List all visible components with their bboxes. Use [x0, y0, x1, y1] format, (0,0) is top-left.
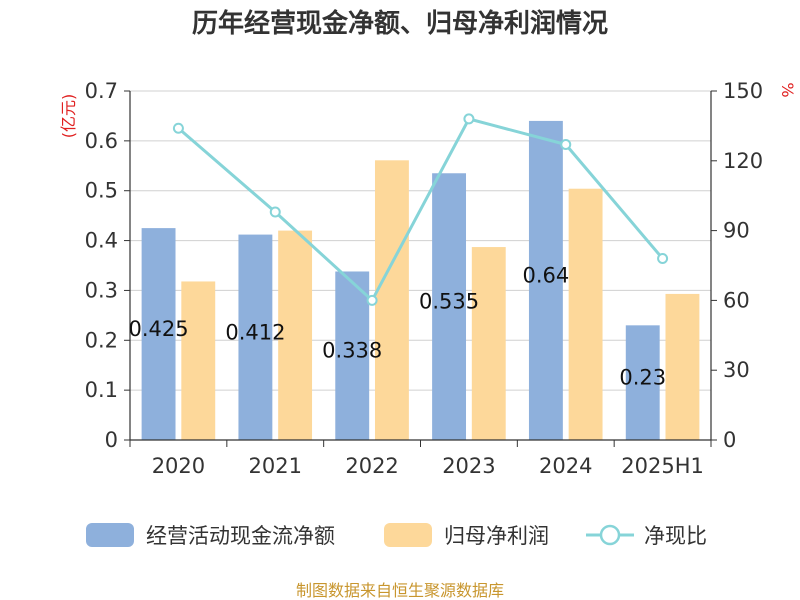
- net-profit-bar: [568, 188, 603, 440]
- data-labels: 0.425 0.412 0.338 0.535 0.64 0.23: [129, 263, 667, 389]
- right-tick-label: 30: [723, 358, 750, 382]
- legend-label-cashflow: 经营活动现金流净额: [146, 524, 335, 548]
- legend-swatch-cashflow: [86, 523, 134, 547]
- legend-label-ratio: 净现比: [644, 524, 707, 548]
- left-tick-label: 0.6: [85, 129, 118, 153]
- right-tick-label: 0: [723, 428, 736, 452]
- cashflow-bar: [528, 120, 563, 441]
- legend-label-net-profit: 归母净利润: [444, 524, 549, 548]
- axes: 0 0.1 0.2 0.3 0.4 0.5 0.6 0.7 0 30 60 90 120 150 2020 2…: [85, 79, 764, 478]
- ratio-line: [172, 113, 669, 306]
- legend: 经营活动现金流净额 归母净利润 净现比: [86, 523, 707, 548]
- ratio-point: [657, 253, 669, 265]
- x-tick-label: 2025H1: [621, 454, 704, 478]
- bars: [141, 120, 700, 441]
- right-tick-label: 90: [723, 219, 750, 243]
- cashflow-data-label: 0.64: [523, 263, 570, 287]
- x-tick-label: 2021: [249, 454, 302, 478]
- right-tick-label: 60: [723, 288, 750, 312]
- left-tick-label: 0.5: [85, 179, 118, 203]
- x-tick-label: 2023: [442, 454, 495, 478]
- cashflow-bar: [141, 228, 176, 440]
- cashflow-data-label: 0.23: [619, 366, 666, 390]
- left-tick-label: 0.7: [85, 79, 118, 103]
- left-tick-label: 0.1: [85, 378, 118, 402]
- left-tick-label: 0.3: [85, 278, 118, 302]
- net-profit-bar: [471, 247, 506, 440]
- cashflow-data-label: 0.338: [322, 339, 382, 363]
- ratio-point: [172, 122, 184, 134]
- cashflow-data-label: 0.535: [419, 290, 479, 314]
- chart-title: 历年经营现金净额、归母净利润情况: [192, 8, 608, 39]
- right-tick-label: 120: [723, 149, 763, 173]
- left-axis-unit: (亿元): [59, 94, 78, 139]
- ratio-line-path: [177, 117, 664, 303]
- net-profit-bar: [181, 281, 216, 440]
- x-tick-label: 2020: [152, 454, 205, 478]
- left-tick-label: 0.2: [85, 328, 118, 352]
- cashflow-bar: [335, 271, 370, 440]
- ratio-point: [366, 294, 378, 306]
- cashflow-bar: [432, 173, 467, 440]
- legend-swatch-ratio-marker: [599, 524, 621, 546]
- cashflow-bar: [625, 325, 660, 440]
- net-profit-bar: [278, 230, 313, 440]
- right-tick-label: 150: [723, 79, 763, 103]
- cashflow-data-label: 0.425: [129, 317, 189, 341]
- cashflow-data-label: 0.412: [225, 320, 285, 344]
- cashflow-bar: [238, 234, 273, 440]
- ratio-point: [463, 113, 475, 125]
- right-axis-unit: %: [778, 82, 797, 97]
- left-tick-label: 0: [105, 428, 118, 452]
- x-tick-label: 2022: [345, 454, 398, 478]
- left-tick-label: 0.4: [85, 229, 118, 253]
- grid: [130, 90, 711, 391]
- legend-swatch-net-profit: [384, 523, 432, 547]
- ratio-point: [269, 206, 281, 218]
- net-profit-bar: [665, 293, 700, 440]
- ratio-point: [560, 139, 572, 151]
- x-tick-label: 2024: [539, 454, 592, 478]
- net-profit-bar: [374, 160, 409, 440]
- source-note: 制图数据来自恒生聚源数据库: [296, 581, 504, 600]
